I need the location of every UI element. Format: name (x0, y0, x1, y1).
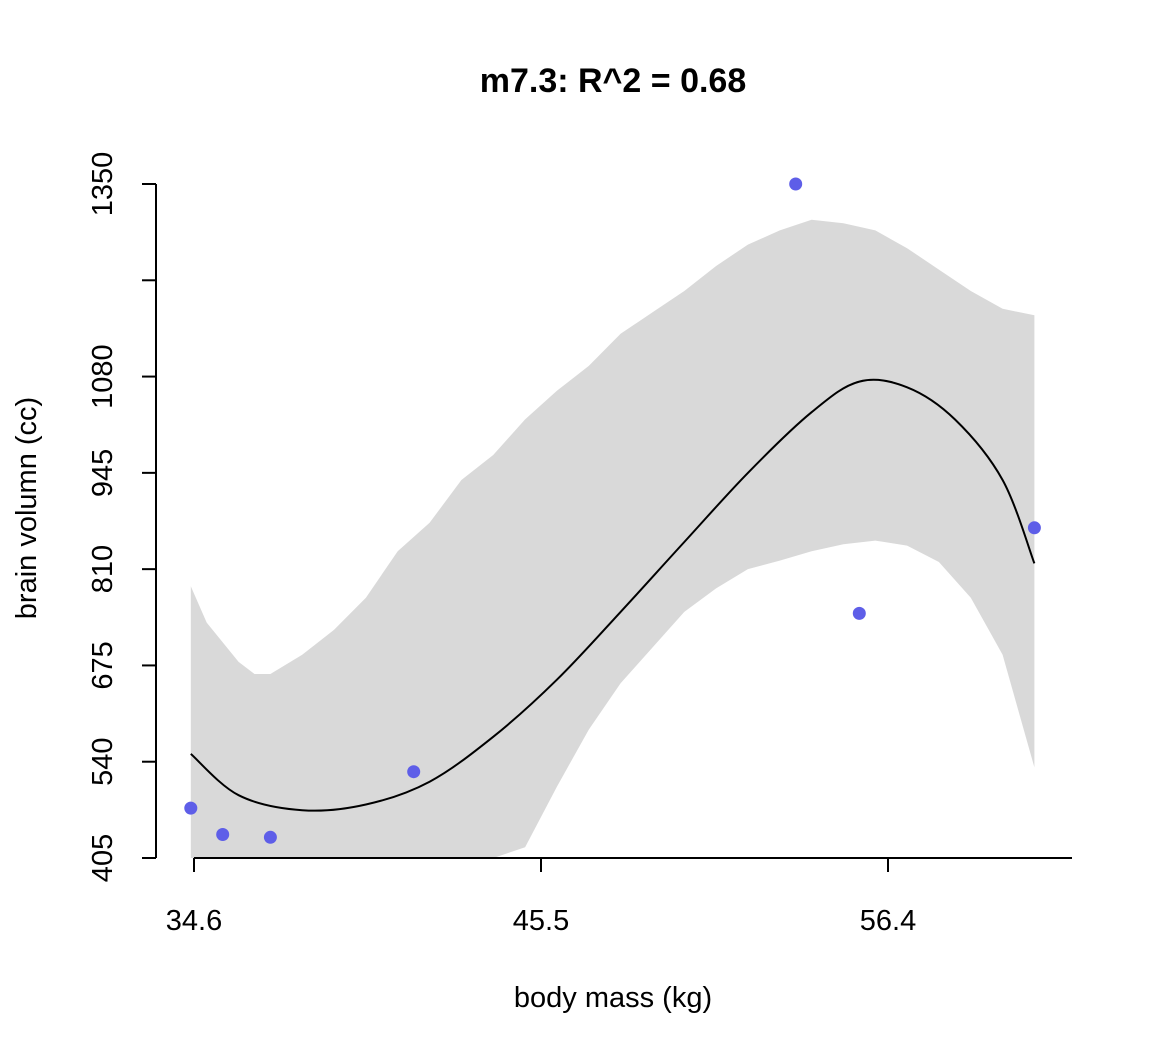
y-tick-label-6: 1080 (87, 344, 119, 409)
data-point-1 (184, 801, 198, 815)
fit-line (190, 378, 1036, 812)
data-point-4 (407, 765, 421, 779)
y-tick-label-5: 945 (87, 449, 119, 497)
y-tick-label-4: 810 (87, 545, 119, 593)
x-tick-label-2: 45.5 (513, 905, 569, 937)
y-tick-label-1: 405 (87, 834, 119, 882)
chart-title: m7.3: R^2 = 0.68 (480, 62, 747, 100)
y-axis-title: brain volumn (cc) (11, 397, 43, 619)
y-tick-label-2: 540 (87, 738, 119, 786)
interval-band-layer (190, 219, 1035, 858)
x-tick-label-1: 34.6 (166, 905, 222, 937)
x-axis-title: body mass (kg) (514, 982, 712, 1014)
axes-layer: 34.6 45.5 56.4 405 540 675 810 945 1080 1350 (87, 152, 1072, 937)
y-tick-label-3: 675 (87, 641, 119, 689)
data-point-7 (1027, 521, 1041, 535)
data-point-5 (789, 177, 803, 191)
x-tick-label-3: 56.4 (860, 905, 916, 937)
data-point-3 (263, 830, 277, 844)
y-tick-label-8: 1350 (87, 152, 119, 217)
interval-band (190, 219, 1035, 858)
fit-line-layer (190, 378, 1036, 812)
data-point-2 (216, 828, 230, 841)
data-point-6 (852, 606, 866, 620)
points-layer (184, 177, 1041, 844)
